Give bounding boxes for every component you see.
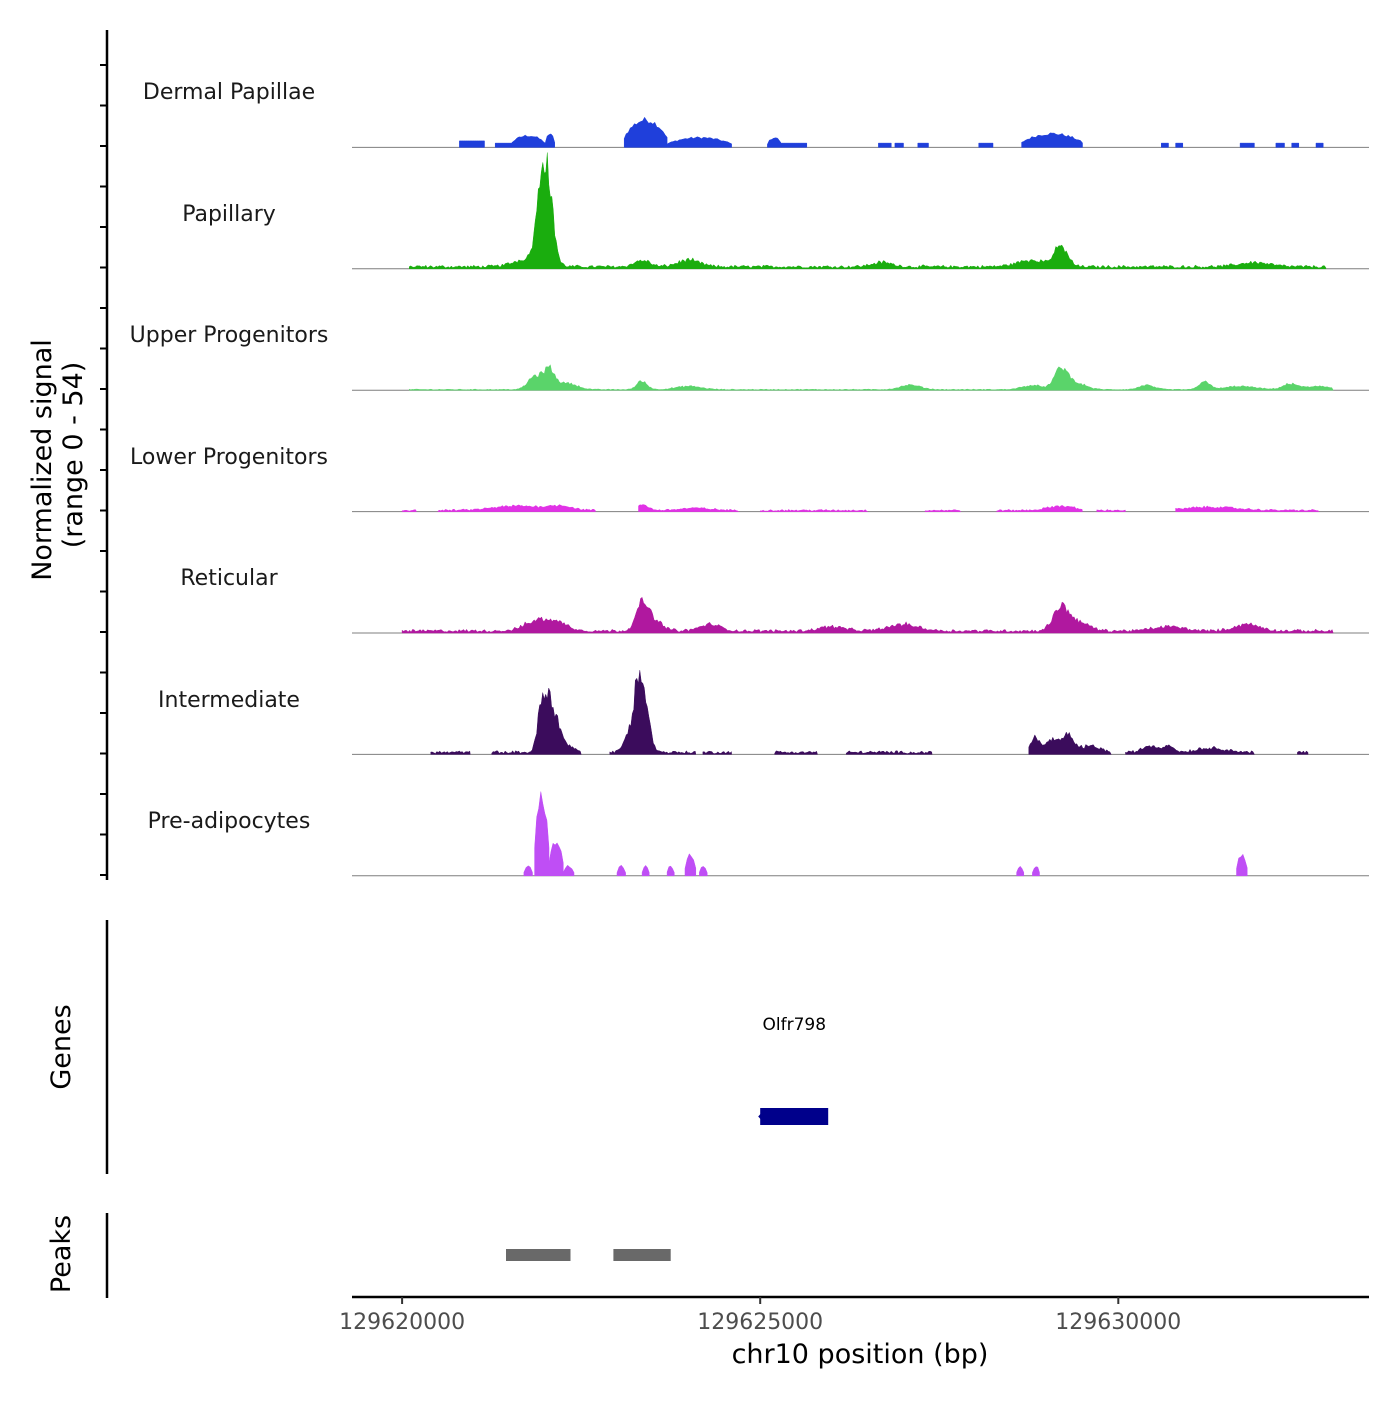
coverage-peak <box>666 865 675 877</box>
x-tick-label: 129630000 <box>1055 1310 1181 1335</box>
track-reticular <box>352 596 1369 634</box>
coverage-peak <box>1275 142 1285 148</box>
track-upper-progenitors <box>352 364 1369 391</box>
peak-region <box>613 1249 671 1261</box>
gene-body-olfr798 <box>760 1108 829 1125</box>
coverage-peak <box>1291 142 1300 148</box>
y-axis-title-line2: (range 0 - 54) <box>58 362 89 549</box>
coverage-area <box>774 750 818 755</box>
coverage-peak <box>523 865 533 877</box>
coverage-area <box>924 509 962 512</box>
coverage-peak <box>699 866 708 877</box>
coverage-peak <box>563 864 575 877</box>
track-label-lower-progenitors: Lower Progenitors <box>130 445 328 470</box>
coverage-area <box>401 509 417 512</box>
coverage-peak <box>1315 142 1324 148</box>
coverage-area <box>437 504 596 512</box>
coverage-peak <box>767 137 782 148</box>
coverage-tracks <box>352 116 1369 877</box>
peak-regions <box>506 1249 671 1261</box>
coverage-area <box>638 504 740 512</box>
track-papillary <box>352 152 1369 270</box>
coverage-peak <box>1021 132 1083 148</box>
x-tick-label: 129625000 <box>697 1310 823 1335</box>
y-axis-title-line1: Normalized signal <box>27 339 58 581</box>
coverage-area <box>759 509 869 512</box>
x-axis-ticks: 129620000 129625000 129630000 <box>339 1297 1181 1335</box>
coverage-peak <box>623 116 668 148</box>
coverage-peak <box>548 842 564 877</box>
genes-title: Genes <box>46 1004 77 1089</box>
x-axis-title: chr10 position (bp) <box>732 1339 989 1370</box>
coverage-area <box>1096 509 1126 512</box>
track-label-pre-adipocytes: Pre-adipocytes <box>148 809 311 834</box>
coverage-area <box>845 750 933 755</box>
coverage-area <box>430 750 471 755</box>
coverage-peak <box>510 134 546 148</box>
coverage-peak <box>1175 142 1184 148</box>
coverage-area <box>1028 731 1112 755</box>
gene-annotations: Olfr798 <box>758 1015 829 1125</box>
track-intermediate <box>352 670 1369 755</box>
coverage-area <box>409 152 1327 270</box>
y-axis-title: Normalized signal (range 0 - 54) <box>27 339 89 581</box>
coverage-peak <box>1236 853 1248 877</box>
track-label-dermal-papillae: Dermal Papillae <box>143 80 315 105</box>
coverage-area <box>1175 505 1320 512</box>
coverage-peak <box>1161 142 1169 148</box>
coverage-peak <box>666 136 732 148</box>
coverage-peak <box>534 791 550 877</box>
track-dermal-papillae <box>352 116 1369 148</box>
coverage-area <box>1125 744 1255 755</box>
peaks-title: Peaks <box>46 1215 77 1293</box>
coverage-peak <box>459 140 485 148</box>
coverage-peak <box>545 133 555 148</box>
coverage-peak <box>641 865 650 877</box>
coverage-peak <box>494 142 512 148</box>
coverage-area <box>401 596 1334 634</box>
x-tick-label: 129620000 <box>339 1310 465 1335</box>
coverage-peak <box>1032 866 1040 877</box>
coverage-area <box>409 364 1334 391</box>
peak-region <box>506 1249 571 1261</box>
coverage-area <box>702 750 732 755</box>
coverage-peak <box>1016 865 1025 877</box>
track-lower-progenitors <box>352 504 1369 513</box>
coverage-peak <box>781 142 808 148</box>
track-label-papillary: Papillary <box>182 202 276 227</box>
track-label-upper-progenitors: Upper Progenitors <box>130 323 329 348</box>
coverage-area <box>491 687 582 755</box>
coverage-peak <box>978 142 994 148</box>
coverage-area <box>1297 750 1309 755</box>
coverage-peak <box>684 853 697 877</box>
coverage-y-axis-ticks <box>100 64 107 876</box>
coverage-peak <box>894 142 904 148</box>
coverage-area <box>996 505 1083 512</box>
coverage-peak <box>878 142 892 148</box>
gene-strand-arrow <box>758 1111 764 1122</box>
coverage-peak <box>1239 142 1255 148</box>
track-labels: Dermal Papillae Papillary Upper Progenit… <box>130 80 329 834</box>
coverage-area <box>609 670 697 755</box>
track-label-intermediate: Intermediate <box>158 688 300 713</box>
coverage-peak <box>917 142 929 148</box>
gene-label-olfr798: Olfr798 <box>763 1015 827 1035</box>
coverage-peak <box>616 864 626 877</box>
track-label-reticular: Reticular <box>180 566 278 591</box>
track-pre-adipocytes <box>352 791 1369 877</box>
